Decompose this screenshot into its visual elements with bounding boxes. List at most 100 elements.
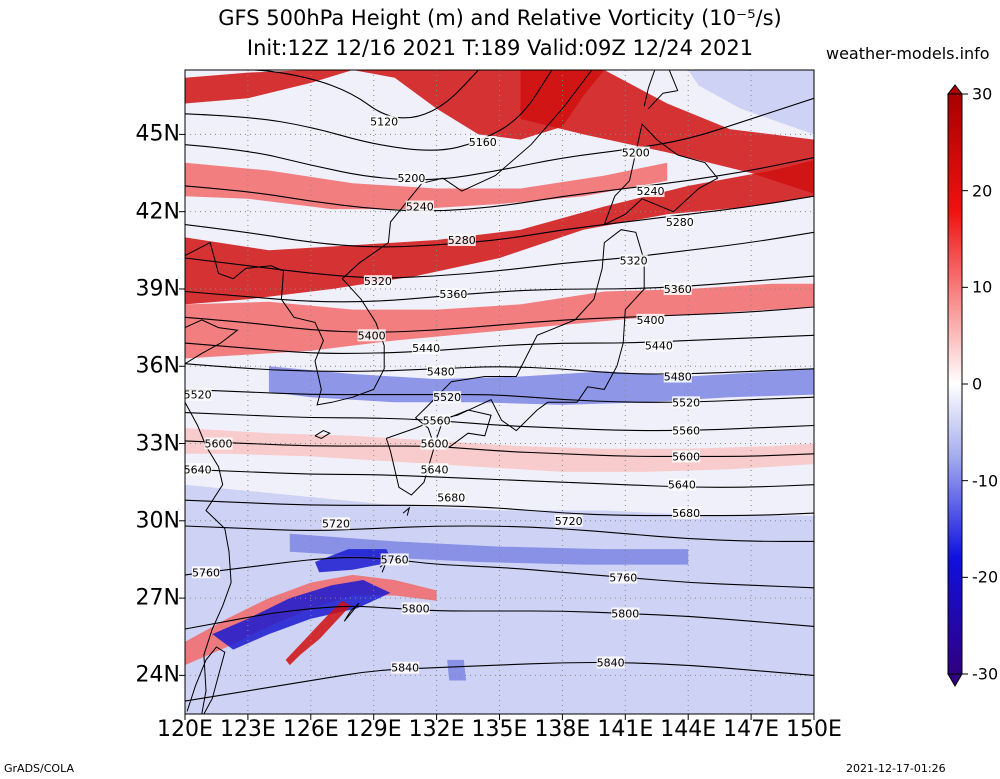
- coastline-ryukyu-1: [343, 602, 360, 622]
- contour-label-text: 5360: [439, 288, 467, 301]
- vorticity-band-negative: [447, 659, 466, 681]
- contour-label-5400: 5400: [636, 313, 665, 327]
- vorticity-band-strong_positive: [520, 70, 814, 194]
- coastline-liaodong: [185, 241, 284, 280]
- contour-label-5200: 5200: [621, 146, 650, 159]
- colorbar-bottom-arrow: [947, 673, 963, 687]
- lon-label: 135E: [471, 717, 528, 742]
- contour-5440: [185, 334, 814, 354]
- contour-label-text: 5600: [672, 450, 700, 463]
- coastline-jeju: [314, 430, 331, 439]
- colorbar: [947, 93, 963, 675]
- lon-label: 138E: [534, 717, 591, 742]
- contour-label-5520: 5520: [433, 391, 462, 404]
- contour-label-5240: 5240: [405, 200, 434, 214]
- contour-label-5480: 5480: [426, 365, 455, 378]
- contour-label-text: 5440: [412, 342, 440, 355]
- contour-label-text: 5640: [421, 463, 449, 476]
- contour-label-5600: 5600: [204, 437, 233, 451]
- contour-label-text: 5640: [184, 463, 212, 476]
- vorticity-band-strong_negative: [212, 580, 391, 650]
- contour-label-text: 5680: [672, 507, 700, 520]
- contour-label-text: 5560: [672, 425, 700, 438]
- contour-label-5800: 5800: [401, 602, 430, 615]
- contour-label-text: 5640: [668, 479, 696, 492]
- contour-label-5320: 5320: [363, 275, 392, 288]
- lat-label: 39N: [135, 276, 180, 302]
- contour-label-text: 5600: [205, 438, 233, 451]
- contour-label-text: 5720: [555, 515, 583, 528]
- contour-5160: [185, 70, 553, 151]
- colorbar-top-arrow: [946, 84, 964, 95]
- colorbar-label: -10: [972, 471, 999, 491]
- contour-5280: [185, 195, 814, 248]
- contour-label-text: 5520: [184, 389, 212, 402]
- contour-label-5160: 5160: [468, 136, 497, 149]
- contour-label-5640: 5640: [420, 463, 449, 476]
- contour-label-5280: 5280: [665, 215, 694, 229]
- contour-label-5520: 5520: [672, 396, 701, 409]
- lon-label: 141E: [597, 717, 654, 742]
- contour-label-5600: 5600: [672, 450, 701, 463]
- contour-label-5400: 5400: [357, 329, 386, 342]
- contour-label-5720: 5720: [554, 514, 583, 528]
- vorticity-band-positive: [185, 162, 668, 210]
- contour-label-5720: 5720: [321, 517, 350, 530]
- contour-label-5520: 5520: [183, 388, 212, 402]
- contour-5120: [185, 70, 479, 119]
- footer-credit: GrADS/COLA: [4, 762, 74, 775]
- contour-label-text: 5200: [622, 146, 650, 159]
- contour-label-5760: 5760: [191, 566, 220, 579]
- contour-label-5560: 5560: [672, 424, 701, 438]
- vorticity-band-strong_positive: [185, 70, 605, 140]
- contour-label-text: 5280: [448, 234, 476, 247]
- contour-label-text: 5720: [322, 517, 350, 530]
- contour-label-text: 5160: [469, 136, 497, 149]
- contour-5400: [185, 306, 814, 333]
- lat-label: 30N: [135, 508, 180, 534]
- contour-label-text: 5760: [609, 571, 637, 584]
- contour-label-text: 5520: [672, 396, 700, 409]
- contour-label-5280: 5280: [447, 234, 476, 247]
- contour-label-text: 5320: [364, 275, 392, 288]
- colorbar-label: -20: [972, 567, 999, 587]
- contour-label-5680: 5680: [672, 507, 701, 520]
- contour-label-text: 5760: [381, 553, 409, 566]
- contour-label-5440: 5440: [412, 342, 441, 355]
- contour-5720: [185, 525, 814, 542]
- lon-label: 129E: [345, 717, 402, 742]
- contour-label-5840: 5840: [391, 661, 420, 675]
- lon-label: 123E: [219, 717, 276, 742]
- coastline-sakhalin: [643, 70, 679, 109]
- lon-label: 120E: [157, 717, 213, 742]
- lon-label: 132E: [408, 717, 465, 742]
- colorbar-label: 20: [972, 181, 993, 201]
- contour-label-5360: 5360: [439, 288, 468, 301]
- contour-label-text: 5320: [620, 255, 648, 268]
- contour-label-text: 5280: [666, 216, 694, 229]
- lon-label: 150E: [786, 717, 842, 742]
- contour-label-5440: 5440: [644, 339, 673, 353]
- contour-label-text: 5360: [664, 283, 692, 296]
- colorbar-label: 30: [972, 84, 993, 104]
- contour-label-5360: 5360: [663, 282, 692, 296]
- contour-label-5760: 5760: [609, 571, 638, 584]
- contour-5480: [185, 363, 814, 375]
- contour-5360: [185, 275, 814, 303]
- contour-5240: [185, 157, 814, 212]
- contour-label-5200: 5200: [397, 172, 426, 185]
- footer-timestamp: 2021-12-17-01:26: [846, 762, 946, 775]
- lon-label: 144E: [660, 717, 717, 742]
- contour-label-text: 5240: [406, 201, 434, 214]
- contour-label-text: 5120: [370, 116, 398, 129]
- coastline-shandong-liaoning: [185, 319, 239, 365]
- contour-5800: [185, 605, 814, 630]
- contour-label-text: 5400: [636, 314, 664, 327]
- lat-label: 27N: [135, 585, 180, 611]
- lat-label: 24N: [135, 662, 180, 688]
- contour-label-text: 5600: [421, 438, 449, 451]
- lon-label: 126E: [282, 717, 339, 742]
- contour-label-text: 5840: [391, 662, 419, 675]
- colorbar-label: 0: [972, 374, 983, 394]
- chart-title: GFS 500hPa Height (m) and Relative Vorti…: [218, 6, 782, 30]
